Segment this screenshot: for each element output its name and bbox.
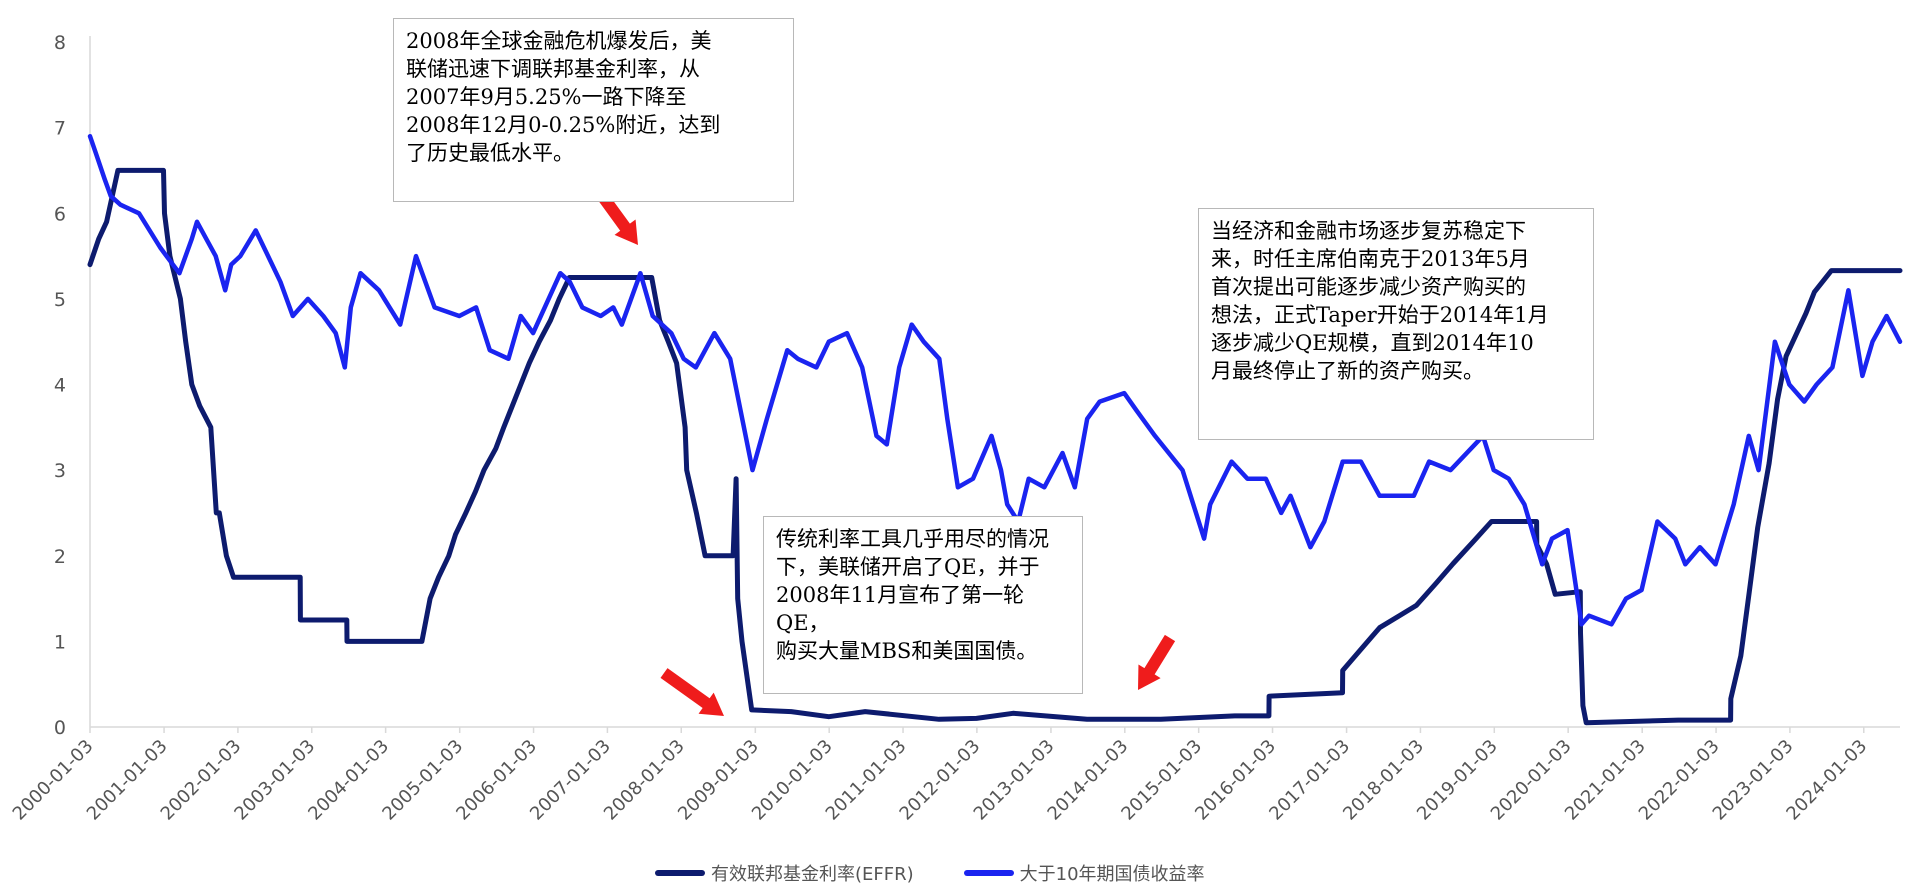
- annotation-line: 下，美联储开启了QE，并于: [776, 555, 1040, 579]
- legend-swatch-effr: [655, 870, 705, 876]
- y-tick-label: 6: [54, 203, 66, 225]
- y-tick-label: 8: [54, 32, 66, 54]
- annotation-line: 逐步减少QE规模，直到2014年10: [1211, 331, 1534, 355]
- series-line-10y: [87, 133, 1903, 627]
- annotation-box-taper: 当经济和金融市场逐步复苏稳定下 来，时任主席伯南克于2013年5月 首次提出可能…: [1198, 208, 1594, 440]
- y-tick-label: 5: [54, 289, 66, 311]
- chart-legend: 有效联邦基金利率(EFFR) 大于10年期国债收益率: [655, 860, 1205, 886]
- annotation-line: 2008年11月宣布了第一轮QE，: [776, 583, 1025, 635]
- annotation-line: 2008年12月0-0.25%附近，达到: [406, 113, 721, 137]
- annotation-line: 联储迅速下调联邦基金利率，从: [406, 57, 700, 81]
- annotation-line: 月最终停止了新的资产购买。: [1211, 359, 1484, 383]
- y-tick-label: 2: [54, 546, 66, 568]
- red-arrow: [1137, 634, 1176, 690]
- annotation-line: 来，时任主席伯南克于2013年5月: [1211, 247, 1530, 271]
- red-arrow: [660, 668, 725, 717]
- y-tick-label: 0: [54, 717, 66, 739]
- annotation-line: 了历史最低水平。: [406, 141, 574, 165]
- series-line-effr: [87, 167, 1903, 726]
- legend-label-effr: 有效联邦基金利率(EFFR): [711, 864, 914, 885]
- annotation-line: 想法，正式Taper开始于2014年1月: [1211, 303, 1549, 327]
- y-tick-label: 4: [54, 375, 66, 397]
- annotation-line: 购买大量MBS和美国国债。: [776, 639, 1038, 663]
- annotation-line: 首次提出可能逐步减少资产购买的: [1211, 275, 1526, 299]
- chart-series: [87, 133, 1903, 726]
- annotation-box-qe: 传统利率工具几乎用尽的情况 下，美联储开启了QE，并于 2008年11月宣布了第…: [763, 516, 1083, 694]
- legend-swatch-10y: [963, 870, 1014, 876]
- y-tick-label: 7: [54, 118, 66, 140]
- y-tick-label: 3: [54, 460, 66, 482]
- annotation-line: 2008年全球金融危机爆发后，美: [406, 29, 712, 53]
- annotation-line: 2007年9月5.25%一路下降至: [406, 85, 687, 109]
- annotation-line: 传统利率工具几乎用尽的情况: [776, 527, 1049, 551]
- chart-axes: 0123456782000-01-032001-01-032002-01-032…: [9, 32, 1900, 825]
- annotation-line: 当经济和金融市场逐步复苏稳定下: [1211, 219, 1526, 243]
- legend-label-10y: 大于10年期国债收益率: [1019, 864, 1205, 885]
- y-tick-label: 1: [54, 631, 66, 653]
- annotation-box-crisis: 2008年全球金融危机爆发后，美 联储迅速下调联邦基金利率，从 2007年9月5…: [393, 18, 794, 202]
